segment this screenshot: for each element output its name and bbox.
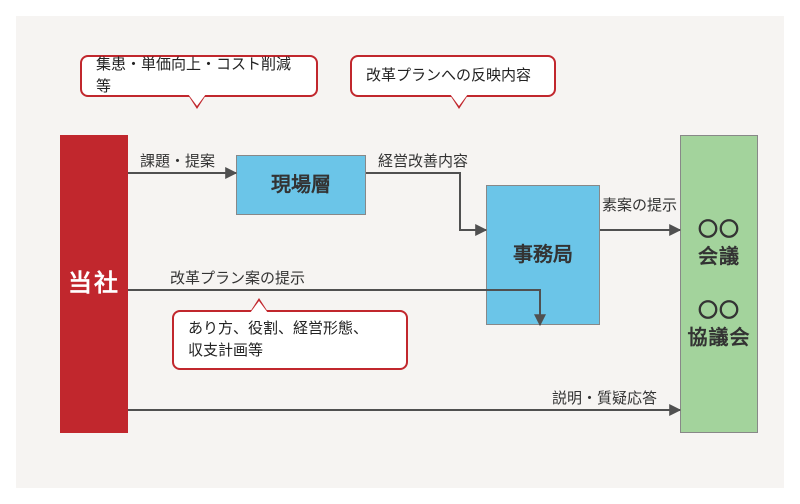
callout-text: あり方、役割、経営形態、 収支計画等 (188, 318, 368, 362)
diagram-canvas: 当社 現場層 事務局 〇〇 会議 〇〇 協議会 集患・単価向上・コスト削減等 改… (0, 0, 800, 504)
node-label: 現場層 (271, 172, 331, 199)
callout-text: 改革プランへの反映内容 (366, 65, 531, 87)
node-genba: 現場層 (236, 155, 366, 215)
node-label: 当社 (68, 268, 120, 300)
callout-c1: 集患・単価向上・コスト削減等 (80, 55, 318, 97)
callout-text: 集患・単価向上・コスト削減等 (96, 54, 302, 98)
node-label: 〇〇 会議 〇〇 協議会 (688, 217, 751, 352)
edge-label-e3: 素案の提示 (602, 194, 677, 215)
edge-label-e1: 課題・提案 (140, 150, 215, 171)
node-tosha: 当社 (60, 135, 128, 433)
edge-label-e4: 改革プラン案の提示 (170, 267, 305, 288)
edge-label-e5: 説明・質疑応答 (552, 387, 657, 408)
callout-c2: 改革プランへの反映内容 (350, 55, 556, 97)
callout-c3: あり方、役割、経営形態、 収支計画等 (172, 310, 408, 370)
node-meeting: 〇〇 会議 〇〇 協議会 (680, 135, 758, 433)
node-jimu: 事務局 (486, 185, 600, 325)
edge-label-e2: 経営改善内容 (378, 150, 468, 171)
node-label: 事務局 (513, 242, 573, 269)
